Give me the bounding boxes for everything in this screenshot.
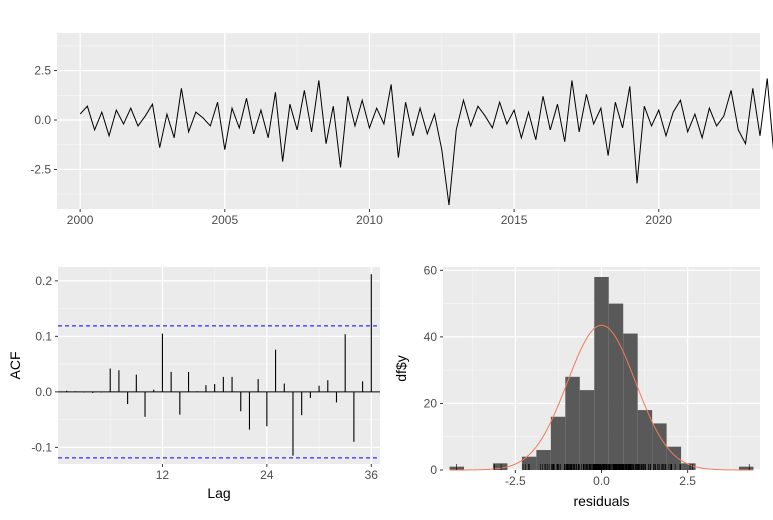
histogram-panel: -2.5 0.0 2.5 0 20 40 60 residuals df$y [393, 263, 760, 509]
histogram-bar-7 [550, 416, 566, 470]
acf-x-axis-title: Lag [207, 485, 230, 501]
x-tick-2000: 2000 [67, 209, 94, 227]
histogram-bar-3 [492, 463, 508, 470]
x-tick-36: 36 [365, 464, 379, 482]
y-tick-label: -0.1 [31, 440, 52, 454]
y-tick-2-5: 2.5 [34, 64, 57, 78]
histogram-x-axis: -2.5 0.0 2.5 [505, 470, 696, 488]
y-tick-20: 20 [424, 396, 443, 410]
x-tick-label: 2.5 [679, 474, 696, 488]
histogram-bar-20 [738, 466, 754, 470]
histogram-y-axis-title: df$y [393, 355, 409, 381]
time-series-y-axis: -2.5 0.0 2.5 [30, 64, 57, 176]
y-tick-60: 60 [424, 263, 443, 277]
y-tick-label: 40 [424, 330, 438, 344]
density-curve [449, 324, 754, 471]
y-tick-label: 2.5 [34, 64, 51, 78]
x-tick-label: 24 [260, 468, 274, 482]
histogram-bar-11 [608, 303, 624, 470]
histogram-bar-16 [681, 463, 696, 470]
x-tick-label: 12 [156, 468, 170, 482]
x-tick-label: 2015 [501, 213, 528, 227]
time-series-plot-background [57, 33, 760, 209]
acf-x-axis: 12 24 36 [156, 464, 379, 482]
y-tick-label: 0.1 [35, 329, 52, 343]
time-series-minor-grid [57, 33, 760, 209]
x-tick-0-0: 0.0 [593, 470, 610, 488]
histogram-bar-12 [623, 333, 638, 470]
y-tick-label: 0 [430, 463, 437, 477]
y-tick-0-0: 0.0 [35, 385, 58, 399]
x-tick-label: 0.0 [593, 474, 610, 488]
histogram-bar-8 [565, 376, 580, 470]
y-tick-neg-2-5: -2.5 [30, 162, 57, 176]
y-tick-0: 0 [430, 463, 443, 477]
y-tick-neg-0-1: -0.1 [31, 440, 58, 454]
x-tick-2020: 2020 [645, 209, 672, 227]
time-series-line [79, 78, 773, 206]
y-tick-label: -2.5 [30, 162, 51, 176]
x-tick-2015: 2015 [501, 209, 528, 227]
histogram-bar-13 [637, 410, 653, 470]
x-tick-12: 12 [156, 464, 170, 482]
x-tick-label: 2000 [67, 213, 94, 227]
y-tick-label: 0.0 [35, 385, 52, 399]
histogram-bar-14 [652, 423, 667, 470]
histogram-bar-6 [536, 450, 551, 470]
acf-minor-grid [58, 267, 380, 464]
x-tick-24: 24 [260, 464, 274, 482]
residuals-rug [456, 464, 750, 470]
x-tick-2010: 2010 [356, 209, 383, 227]
x-tick-2-5: 2.5 [679, 470, 696, 488]
time-series-major-grid [57, 33, 760, 209]
x-tick-2005: 2005 [211, 209, 238, 227]
histogram-bar-10 [594, 276, 609, 470]
y-tick-label: 0.0 [34, 113, 51, 127]
x-tick-neg-2-5: -2.5 [505, 470, 526, 488]
acf-spikes [66, 274, 372, 456]
time-series-panel: 2000 2005 2010 2015 2020 -2.5 0.0 2.5 [30, 33, 773, 227]
x-tick-label: 2010 [356, 213, 383, 227]
acf-plot-background [58, 267, 380, 464]
acf-panel: 12 24 36 -0.1 0.0 0.1 0.2 Lag ACF [7, 267, 380, 501]
y-tick-40: 40 [424, 330, 443, 344]
histogram-x-axis-title: residuals [573, 493, 629, 509]
histogram-bar-9 [579, 390, 595, 470]
x-tick-label: 2005 [211, 213, 238, 227]
y-tick-label: 60 [424, 263, 438, 277]
histogram-y-axis: 0 20 40 60 [424, 263, 443, 477]
time-series-x-axis: 2000 2005 2010 2015 2020 [67, 209, 672, 227]
y-tick-0-2: 0.2 [35, 274, 58, 288]
y-tick-label: 0.2 [35, 274, 52, 288]
x-tick-label: -2.5 [505, 474, 526, 488]
y-tick-0: 0.0 [34, 113, 57, 127]
acf-y-axis: -0.1 0.0 0.1 0.2 [31, 274, 58, 454]
x-tick-label: 36 [365, 468, 379, 482]
histogram-bar-15 [666, 446, 682, 470]
acf-y-axis-title: ACF [7, 352, 23, 380]
y-tick-label: 20 [424, 396, 438, 410]
x-tick-label: 2020 [645, 213, 672, 227]
y-tick-0-1: 0.1 [35, 329, 58, 343]
